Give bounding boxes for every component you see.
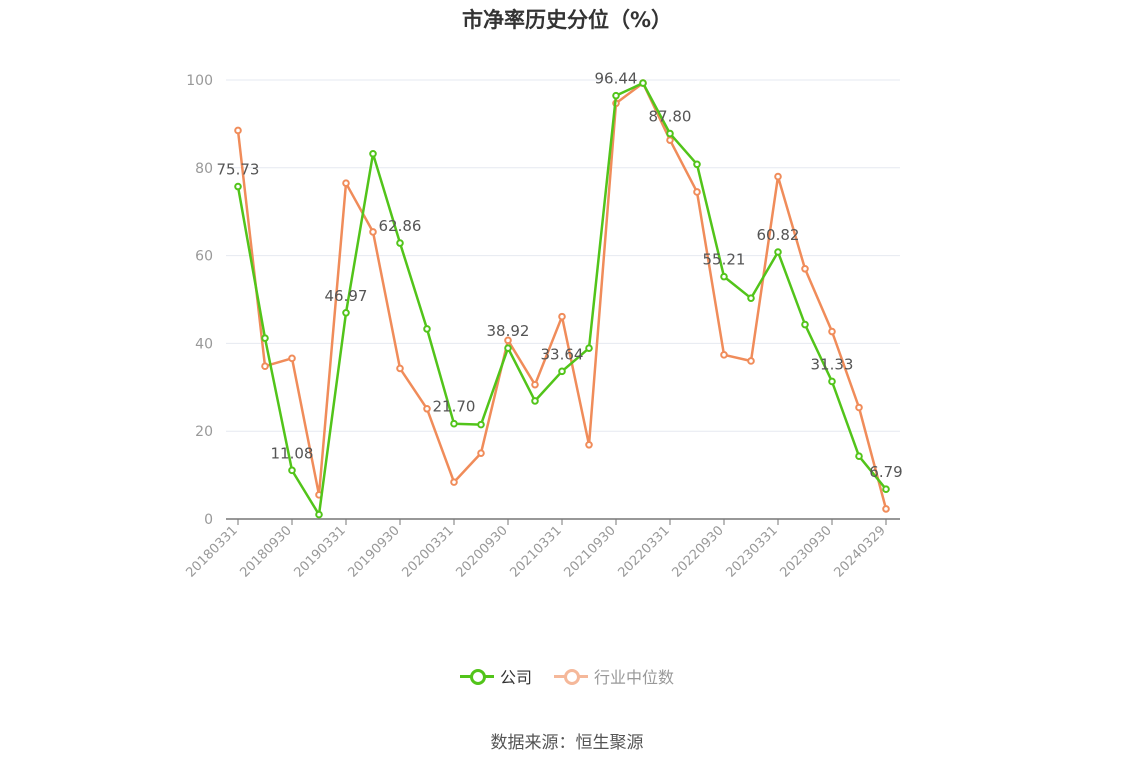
x-tick-label: 20180331 xyxy=(183,523,240,580)
line-chart: 0 20 40 60 80 100 2018033120180930201903312019… xyxy=(183,70,902,581)
x-tick-label: 20220930 xyxy=(669,523,726,580)
data-point-company xyxy=(720,272,728,281)
y-tick-label: 60 xyxy=(195,249,213,265)
x-tick-label: 20210930 xyxy=(561,523,618,580)
data-label: 87.80 xyxy=(649,108,692,126)
legend-item-company[interactable]: 公司 xyxy=(459,664,532,688)
data-point-company xyxy=(396,239,404,247)
data-point-company xyxy=(693,160,701,169)
y-tick-label: 0 xyxy=(204,512,213,528)
data-label: 33.64 xyxy=(541,345,584,363)
data-point-industry-median xyxy=(855,403,863,412)
data-point-company xyxy=(531,397,539,405)
data-point-company xyxy=(882,485,890,493)
x-tick-label: 20180930 xyxy=(237,523,294,580)
data-point-industry-median xyxy=(666,136,674,144)
x-tick-label: 20190331 xyxy=(291,523,348,580)
data-label: 46.97 xyxy=(325,287,368,305)
data-point-industry-median xyxy=(558,312,566,321)
data-label: 6.79 xyxy=(869,463,902,481)
y-tick-label: 40 xyxy=(195,336,213,352)
data-source-note: 数据来源：恒生聚源 xyxy=(490,733,644,753)
data-point-company xyxy=(612,91,620,100)
data-point-company xyxy=(288,466,296,475)
chart-legend: 公司 行业中位数 xyxy=(0,664,1134,688)
data-point-industry-median xyxy=(882,505,890,513)
data-point-company xyxy=(855,452,863,461)
data-point-company xyxy=(666,129,674,138)
x-tick-label: 20240329 xyxy=(831,523,888,580)
data-label: 31.33 xyxy=(811,355,854,373)
legend-company-marker-icon xyxy=(459,668,494,685)
data-point-industry-median xyxy=(288,354,296,363)
data-point-company xyxy=(342,309,350,317)
data-label: 21.70 xyxy=(433,398,476,416)
data-label: 11.08 xyxy=(271,444,314,462)
data-label: 62.86 xyxy=(379,217,422,235)
y-tick-label: 100 xyxy=(186,73,213,89)
data-point-industry-median xyxy=(342,179,350,187)
legend-item-industry-median[interactable]: 行业中位数 xyxy=(554,664,674,688)
data-point-company xyxy=(639,79,647,87)
data-point-company xyxy=(774,248,782,256)
data-point-industry-median xyxy=(423,405,431,413)
data-label: 60.82 xyxy=(757,226,800,244)
data-point-company xyxy=(747,294,755,302)
data-point-industry-median xyxy=(396,364,404,373)
data-point-company xyxy=(477,420,485,429)
x-tick-label: 20190930 xyxy=(345,523,402,580)
data-point-company xyxy=(504,344,512,352)
data-point-company xyxy=(828,377,836,386)
data-point-industry-median xyxy=(801,264,809,273)
data-point-industry-median xyxy=(369,228,377,236)
data-point-industry-median xyxy=(774,172,782,181)
y-tick-label: 20 xyxy=(195,424,213,440)
data-point-industry-median xyxy=(693,188,701,196)
x-tick-label: 20210331 xyxy=(507,523,564,580)
x-tick-label: 20230930 xyxy=(777,523,834,580)
data-point-industry-median xyxy=(531,380,539,389)
x-tick-label: 20200930 xyxy=(453,523,510,580)
data-label: 96.44 xyxy=(595,70,638,88)
legend-company-label: 公司 xyxy=(499,668,532,687)
legend-industry-marker-icon xyxy=(554,668,588,685)
data-point-industry-median xyxy=(261,362,269,371)
chart-title: 市净率历史分位（%） xyxy=(461,8,673,32)
legend-industry-median-label: 行业中位数 xyxy=(594,668,675,687)
data-label: 38.92 xyxy=(487,322,530,340)
data-point-industry-median xyxy=(828,327,836,336)
y-tick-label: 80 xyxy=(195,161,213,177)
x-tick-label: 20220331 xyxy=(615,523,672,580)
x-tick-label: 20230331 xyxy=(723,523,780,580)
data-point-company xyxy=(423,325,431,333)
data-label: 55.21 xyxy=(703,251,746,269)
data-point-company xyxy=(585,344,593,353)
data-label: 75.73 xyxy=(217,161,260,179)
data-point-industry-median xyxy=(234,126,242,135)
data-point-company xyxy=(450,419,458,428)
data-point-industry-median xyxy=(450,478,458,486)
data-point-company xyxy=(369,149,377,158)
data-point-industry-median xyxy=(585,441,593,449)
x-tick-label: 20200331 xyxy=(399,523,456,580)
data-point-company xyxy=(234,182,242,191)
data-point-company xyxy=(801,320,809,329)
data-point-industry-median xyxy=(504,336,512,345)
data-point-company xyxy=(261,334,269,342)
data-point-industry-median xyxy=(477,449,485,457)
data-point-industry-median xyxy=(720,351,728,359)
data-point-company xyxy=(558,367,566,376)
data-point-industry-median xyxy=(747,357,755,365)
data-point-company xyxy=(315,510,323,519)
